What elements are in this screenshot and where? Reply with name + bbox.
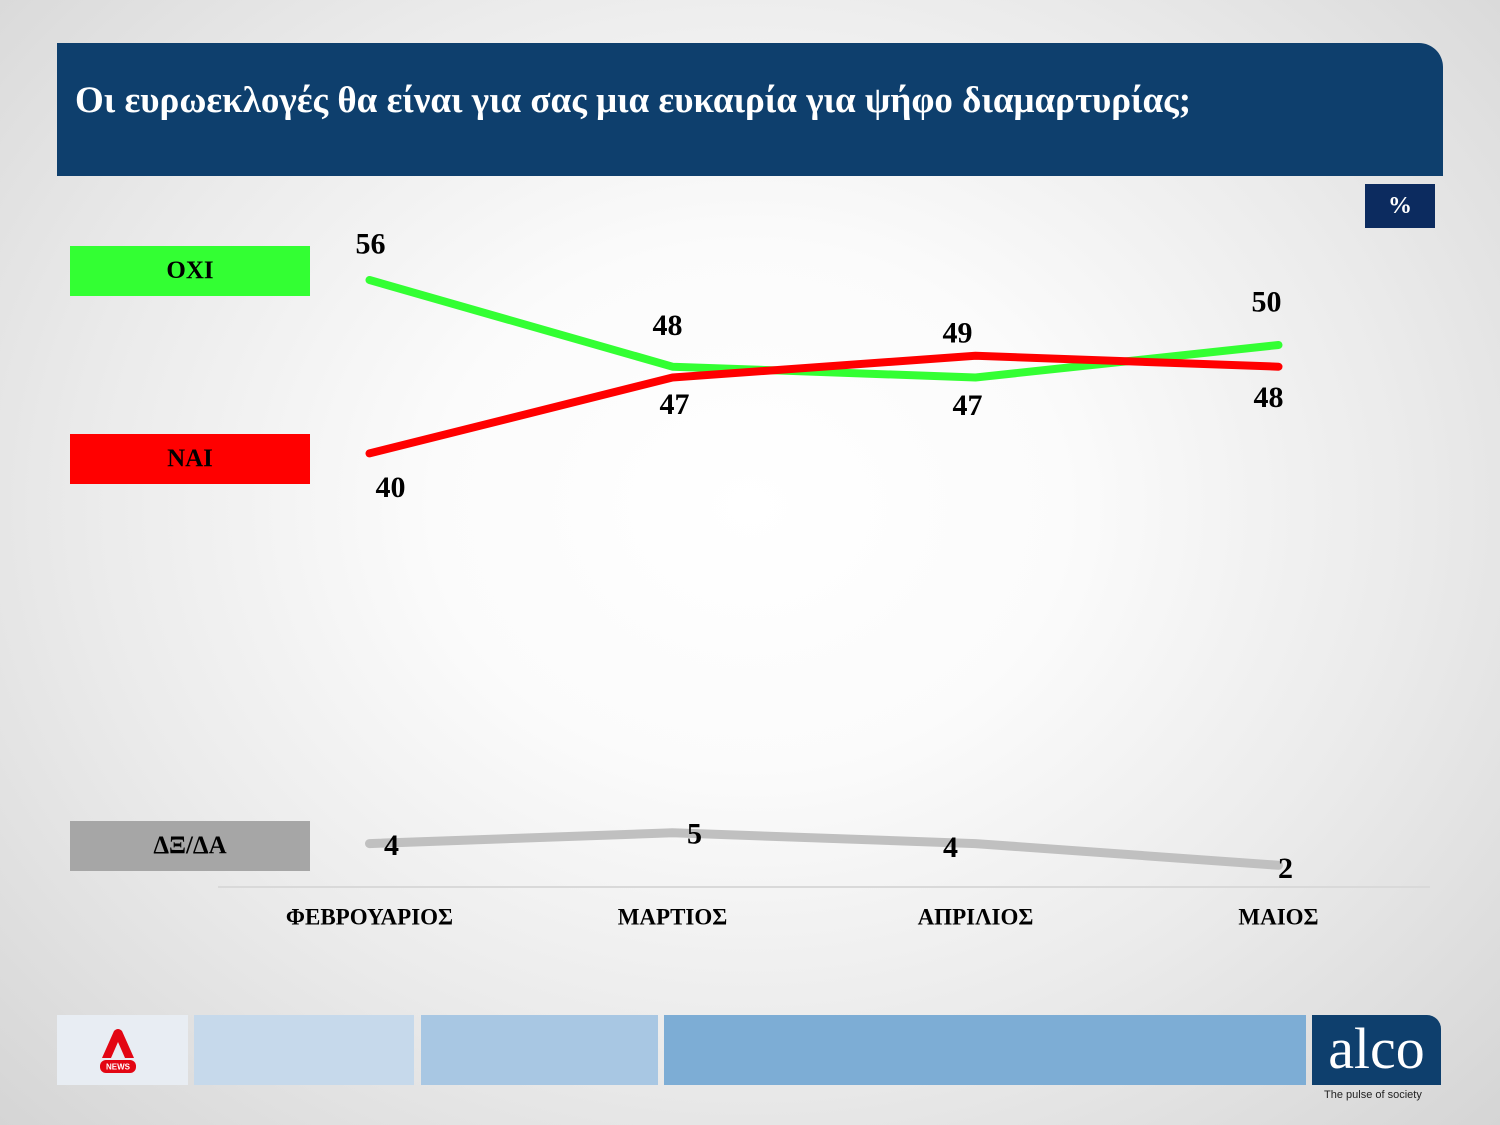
alpha-news-tile: NEWS (57, 1015, 188, 1085)
legend-label: ΝΑΙ (167, 445, 213, 472)
unit-badge: % (1365, 184, 1435, 228)
page-title: Οι ευρωεκλογές θα είναι για σας μια ευκα… (75, 80, 1192, 121)
plot-area: 56 48 47 50 40 47 49 48 4 5 4 2 ΦΕΒΡΟΥΑΡΙΟΣ ΜΑΡΤΙΟΣ ΑΠ… (218, 228, 1430, 930)
alpha-news-pill (100, 1060, 136, 1073)
legend-label: ΟΧΙ (166, 257, 214, 284)
data-label: 50 (1252, 286, 1282, 319)
x-tick-label: ΑΠΡΙΛΙΟΣ (918, 905, 1034, 930)
data-label: 49 (943, 316, 973, 349)
data-label: 40 (376, 471, 406, 504)
footer-stripe (421, 1015, 658, 1085)
x-tick-label: ΜΑΙΟΣ (1238, 905, 1318, 930)
legend-label: ΔΞ/ΔΑ (153, 832, 227, 859)
alpha-news-logo: NEWS (100, 1029, 136, 1073)
footer-stripe (194, 1015, 414, 1085)
data-label: 47 (660, 388, 690, 421)
alpha-letter-shape (102, 1029, 134, 1058)
series-line-yes (365, 351, 1283, 458)
data-label: 4 (384, 829, 399, 862)
data-label: 5 (687, 817, 702, 850)
data-label: 2 (1278, 852, 1293, 885)
series-line-dont-know (365, 828, 1283, 870)
x-tick-label: ΦΕΒΡΟΥΑΡΙΟΣ (286, 905, 453, 930)
data-label: 48 (1254, 381, 1284, 414)
footer-stripe (664, 1015, 1306, 1085)
line-chart: 56 48 47 50 40 47 49 48 4 5 4 2 ΦΕΒΡΟΥΑΡΙΟΣ ΜΑΡΤΙΟΣ ΑΠ… (218, 228, 1430, 930)
alpha-news-text: NEWS (106, 1063, 131, 1072)
data-label: 56 (356, 228, 386, 261)
title-banner: Οι ευρωεκλογές θα είναι για σας μια ευκα… (57, 43, 1443, 176)
legend-item-dont-know: ΔΞ/ΔΑ (70, 821, 310, 871)
data-label: 48 (653, 309, 683, 342)
x-tick-label: ΜΑΡΤΙΟΣ (618, 905, 728, 930)
legend-item-yes: ΝΑΙ (70, 434, 310, 484)
data-label: 47 (953, 389, 983, 422)
alco-tagline: The pulse of society (1324, 1089, 1422, 1101)
alco-logo: alco (1312, 1015, 1441, 1085)
legend-item-no: ΟΧΙ (70, 246, 310, 296)
data-label: 4 (943, 831, 958, 864)
